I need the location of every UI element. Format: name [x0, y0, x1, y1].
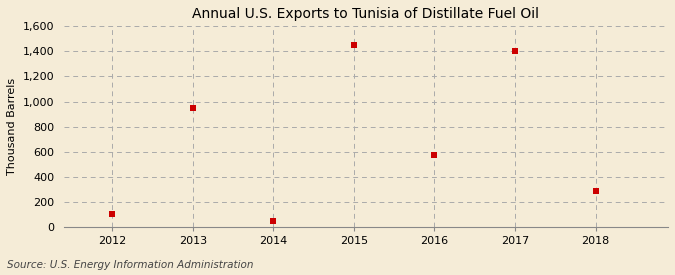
Y-axis label: Thousand Barrels: Thousand Barrels	[7, 78, 17, 175]
Title: Annual U.S. Exports to Tunisia of Distillate Fuel Oil: Annual U.S. Exports to Tunisia of Distil…	[192, 7, 539, 21]
Text: Source: U.S. Energy Information Administration: Source: U.S. Energy Information Administ…	[7, 260, 253, 270]
